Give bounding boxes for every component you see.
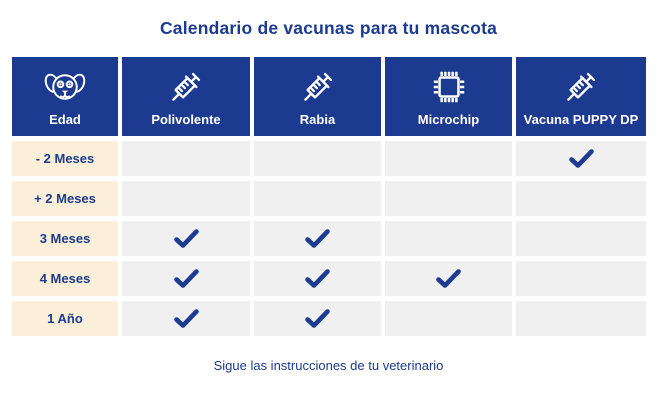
column-header-edad: Edad <box>12 57 118 136</box>
column-header-label: Edad <box>49 112 81 127</box>
column-header-label: Vacuna PUPPY DP <box>523 112 639 127</box>
empty-cell <box>385 301 512 336</box>
checkmark-icon <box>436 269 461 288</box>
checkmark-icon <box>173 269 199 288</box>
row-label: 3 Meses <box>12 221 118 256</box>
empty-cell <box>516 261 646 296</box>
empty-cell <box>385 141 512 176</box>
row-label: 1 Año <box>12 301 118 336</box>
check-cell <box>254 261 381 296</box>
column-header-label: Rabia <box>299 112 336 127</box>
row-label: + 2 Meses <box>12 181 118 216</box>
checkmark-icon <box>173 229 199 248</box>
checkmark-icon <box>173 309 199 328</box>
checkmark-icon <box>305 229 330 248</box>
empty-cell <box>516 301 646 336</box>
check-cell <box>516 141 646 176</box>
microchip-icon <box>385 57 512 112</box>
syringe-icon <box>516 57 646 112</box>
row-label: - 2 Meses <box>12 141 118 176</box>
page-title: Calendario de vacunas para tu mascota <box>159 18 498 38</box>
vaccine-table: Edad Polivol <box>12 57 646 336</box>
empty-cell <box>385 181 512 216</box>
check-cell <box>385 261 512 296</box>
checkmark-icon <box>568 149 594 168</box>
empty-cell <box>516 181 646 216</box>
empty-cell <box>254 141 381 176</box>
column-header-microchip: Microchip <box>385 57 512 136</box>
column-header-vacuna-puppy-dp: Vacuna PUPPY DP <box>516 57 646 136</box>
column-header-label: Polivolente <box>151 112 221 127</box>
check-cell <box>122 301 250 336</box>
check-cell <box>254 301 381 336</box>
checkmark-icon <box>305 269 330 288</box>
dog-icon <box>12 57 118 112</box>
checkmark-icon <box>305 309 330 328</box>
check-cell <box>122 221 250 256</box>
check-cell <box>254 221 381 256</box>
column-header-rabia: Rabia <box>254 57 381 136</box>
syringe-icon <box>254 57 381 112</box>
column-header-label: Microchip <box>417 112 480 127</box>
footer-note: Sigue las instrucciones de tu veterinari… <box>213 358 444 373</box>
empty-cell <box>122 141 250 176</box>
check-cell <box>122 261 250 296</box>
column-header-polivolente: Polivolente <box>122 57 250 136</box>
empty-cell <box>385 221 512 256</box>
row-label: 4 Meses <box>12 261 118 296</box>
syringe-icon <box>122 57 250 112</box>
empty-cell <box>254 181 381 216</box>
empty-cell <box>122 181 250 216</box>
empty-cell <box>516 221 646 256</box>
